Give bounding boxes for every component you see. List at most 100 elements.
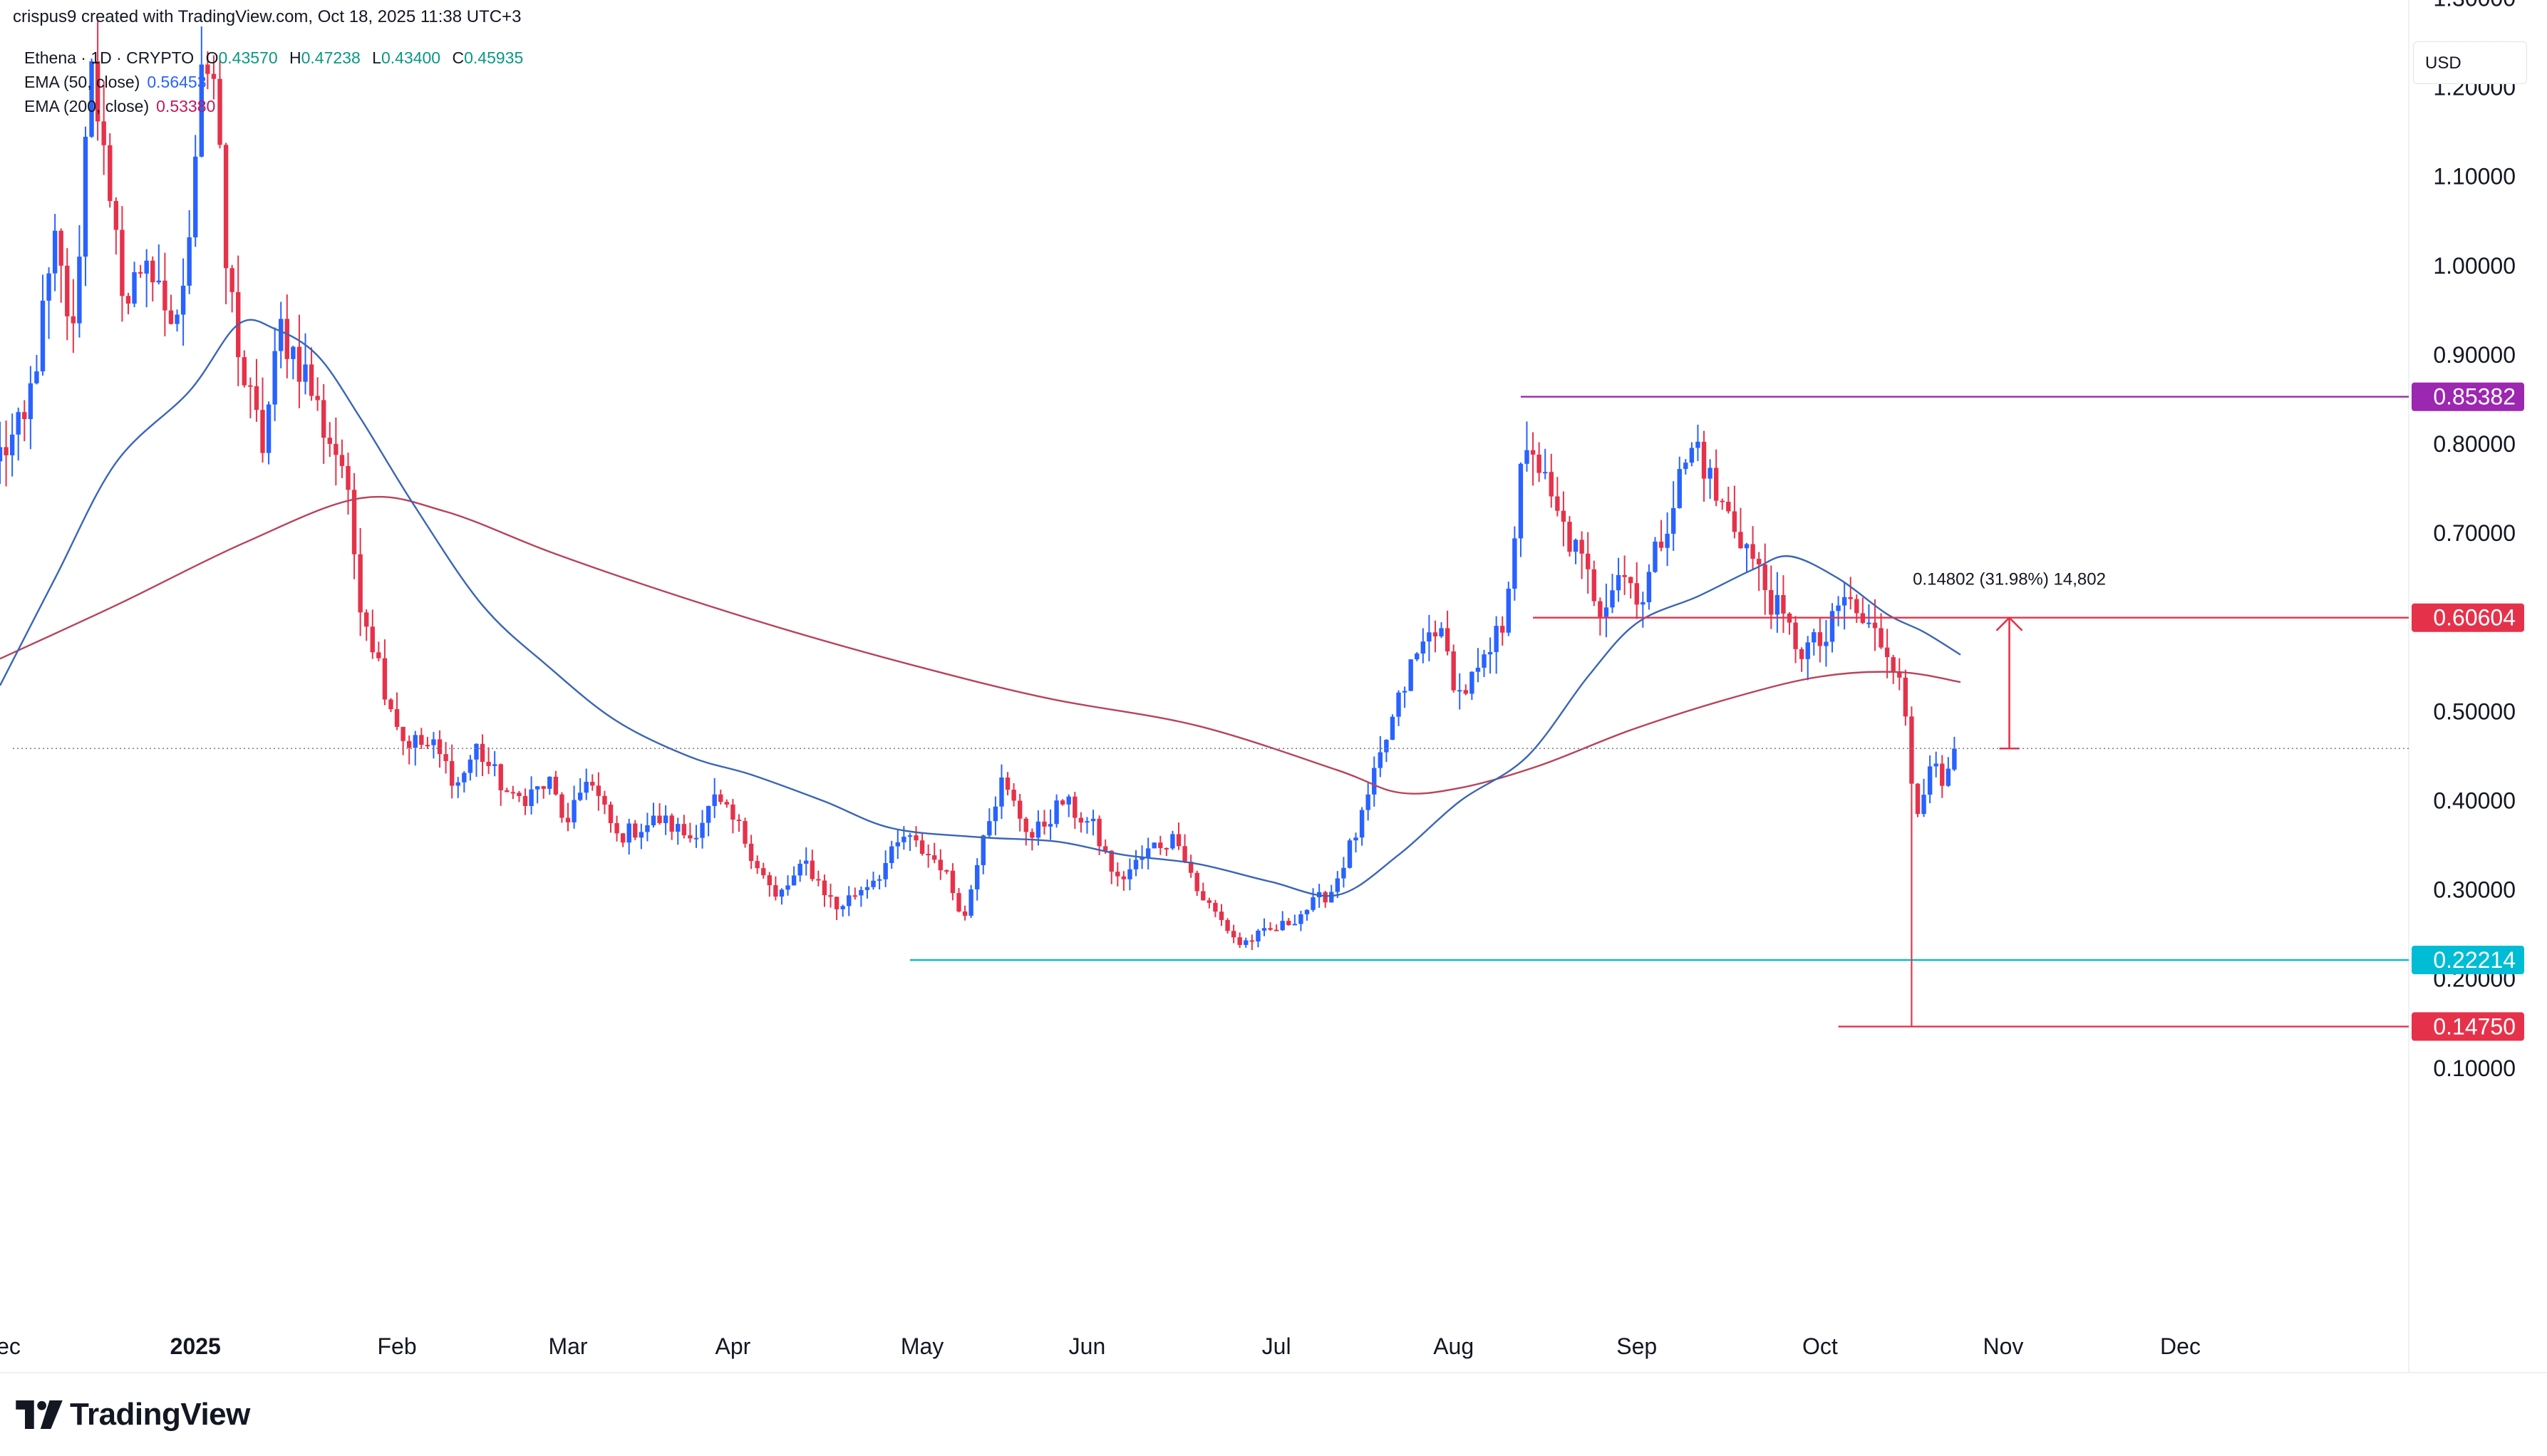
candle-body [633,823,638,838]
candle-body [156,280,162,283]
price-label-box [2412,603,2524,632]
candle-body [254,386,259,411]
candles-group [0,19,1957,1027]
tradingview-logo[interactable]: TradingView [16,1393,250,1436]
candle-body [462,773,467,783]
candle-body [932,855,937,860]
candle-body [871,880,876,887]
candle-body [590,781,595,786]
candle-body [572,800,577,822]
candle-body [645,825,650,832]
candle-body [370,626,375,653]
candle-body [1237,937,1242,945]
candle-body [926,853,931,856]
y-tick-label: 0.40000 [2433,788,2516,814]
close-label: C [452,48,465,67]
candle-body [1854,599,1859,614]
candle-body [401,726,405,741]
candle-body [321,400,326,438]
candle-body [1244,940,1249,945]
candle-body [608,804,614,824]
candle-body [712,794,717,806]
candle-body [480,743,485,762]
candle-body [1567,522,1572,552]
candle-body [1292,924,1298,926]
x-tick-label: Sep [1616,1333,1657,1359]
candle-body [1359,810,1365,838]
x-tick-label: Mar [548,1333,587,1359]
candle-body [577,792,583,800]
candle-body [16,412,21,435]
candle-body [138,272,143,274]
candle-body [522,796,528,806]
candle-body [1933,763,1938,767]
candle-body [144,260,149,274]
candle-body [1323,892,1328,903]
candle-body [1451,651,1456,691]
price-label-text: 0.60604 [2433,605,2516,631]
candle-body [1946,768,1951,786]
candle-body [1201,891,1206,901]
candle-body [449,760,455,786]
candle-body [498,764,503,790]
candle-body [730,804,735,820]
candle-body [358,554,363,613]
candle-body [1561,510,1566,522]
candle-body [443,754,448,761]
candle-body [40,300,46,372]
candle-body [1524,450,1529,464]
ema200-legend[interactable]: EMA (200, close) 0.53380 [24,97,215,116]
candle-body [1304,909,1310,914]
candle-body [529,789,534,806]
candle-body [755,861,760,869]
candle-body [1085,821,1090,823]
candle-body [1518,463,1524,539]
candle-body [83,136,88,257]
candle-body [1469,671,1474,694]
candle-body [639,832,644,838]
x-tick-label: Apr [715,1333,751,1359]
candle-body [1463,690,1468,694]
candle-body [150,260,155,283]
candle-body [1384,740,1389,753]
candle-body [266,404,272,453]
candle-body [706,805,711,823]
candle-body [89,61,94,137]
high-label: H [289,48,301,67]
ema200-label: EMA (200, close) [24,97,150,115]
ema50-legend[interactable]: EMA (50, close) 0.56453 [24,73,206,92]
candle-body [101,121,106,145]
candle-body [779,889,785,897]
candle-body [413,735,418,748]
candle-body [1097,818,1102,847]
candle-body [1445,628,1450,652]
candle-body [425,745,430,747]
candle-body [1432,632,1438,636]
candle-body [1170,834,1175,849]
candle-body [938,859,943,871]
candle-body [334,443,339,455]
candle-body [1641,601,1646,605]
candle-body [467,759,473,773]
candle-body [1903,677,1908,717]
candle-body [1897,672,1902,678]
currency-button[interactable]: USD [2413,41,2527,84]
candle-body [1872,622,1878,629]
candle-body [1408,659,1413,691]
x-tick-label: Dec [2160,1333,2201,1359]
candle-body [743,821,748,844]
high-value: 0.47238 [301,48,361,67]
candle-body [1573,539,1579,552]
candle-body [847,895,852,907]
candle-body [1762,564,1767,590]
candle-body [724,802,730,805]
symbol-legend[interactable]: Ethena · 1D · CRYPTO O0.43570 H0.47238 L… [24,48,523,68]
candle-body [1402,691,1407,693]
candle-body [1396,692,1401,717]
candle-body [602,795,607,805]
candle-body [291,346,296,359]
x-tick-label: May [901,1333,944,1359]
y-tick-label: 0.90000 [2433,342,2516,368]
